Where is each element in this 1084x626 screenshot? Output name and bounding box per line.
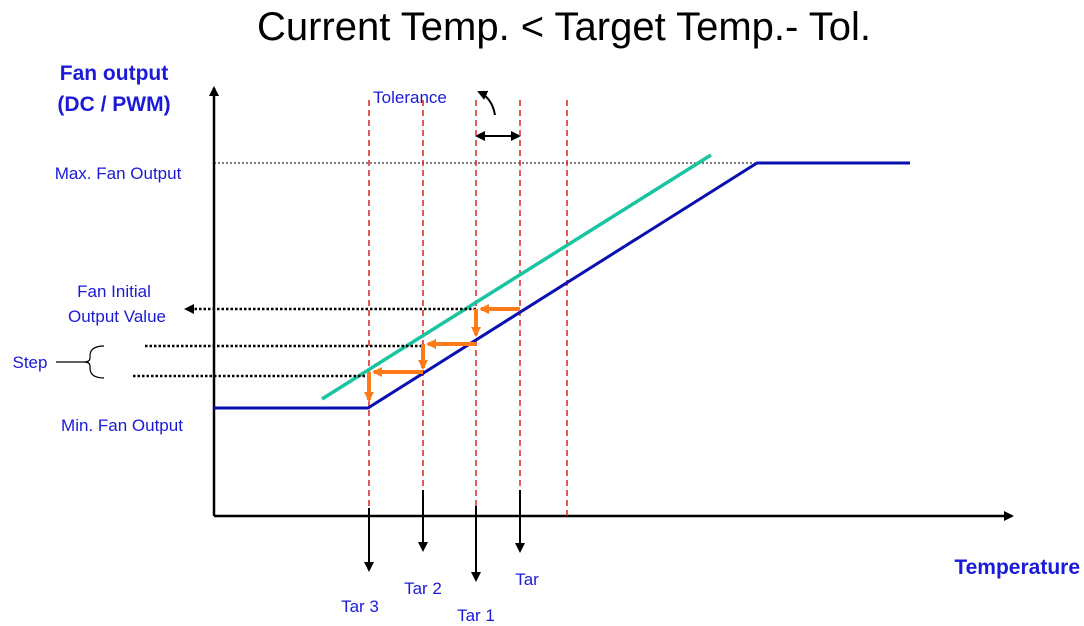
step-label: Step — [13, 353, 48, 372]
step-down-staircase — [364, 304, 520, 402]
tar2-label: Tar 2 — [404, 579, 442, 598]
fan-initial-label-line2: Output Value — [68, 307, 166, 326]
initial-output-arrowhead — [184, 304, 194, 314]
shifted-target-curve — [321, 153, 712, 401]
min-fan-output-label: Min. Fan Output — [61, 416, 183, 435]
y-axis-label-line1: Fan output — [60, 62, 168, 85]
tar-label: Tar — [515, 570, 539, 589]
fan-initial-label-line1: Fan Initial — [77, 282, 151, 301]
tar3-label: Tar 3 — [341, 597, 379, 616]
fan-output-curve — [214, 161, 910, 410]
tolerance-callout-arrow — [477, 90, 496, 116]
step-brace — [83, 345, 105, 379]
y-axis-label-line2: (DC / PWM) — [57, 93, 170, 116]
max-fan-output-label: Max. Fan Output — [55, 164, 182, 183]
diagram-title: Current Temp. < Target Temp.- Tol. — [257, 5, 871, 49]
tar1-label: Tar 1 — [457, 606, 495, 625]
tolerance-label: Tolerance — [373, 88, 447, 107]
x-axis-label: Temperature — [954, 556, 1080, 579]
